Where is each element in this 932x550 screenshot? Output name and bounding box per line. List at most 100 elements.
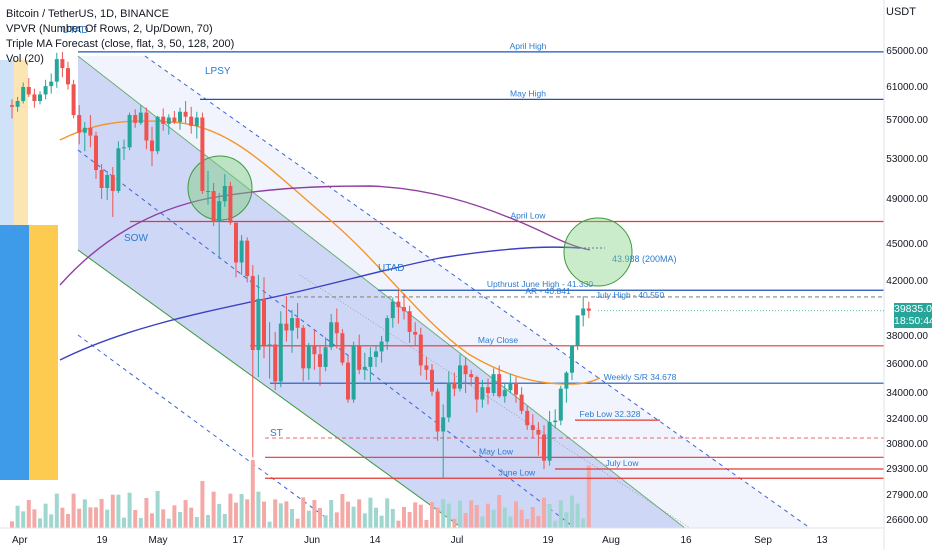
- price-tick-label: 42000.00: [886, 276, 928, 287]
- volume-bar: [486, 503, 490, 528]
- volume-bar: [502, 507, 507, 528]
- volume-bar: [178, 512, 182, 528]
- candle-body: [318, 354, 322, 367]
- candle-body: [155, 116, 160, 152]
- candle-body: [329, 322, 334, 348]
- volume-bar: [150, 513, 154, 528]
- candle-body: [525, 410, 530, 426]
- candle-body: [491, 374, 496, 393]
- candle-body: [379, 341, 384, 352]
- symbol-title[interactable]: Bitcoin / TetherUS, 1D, BINANCE: [6, 8, 170, 20]
- volume-bar: [122, 517, 126, 528]
- volume-bar: [200, 481, 205, 528]
- volume-bar: [262, 501, 266, 528]
- price-tick-label: 45000.00: [886, 239, 928, 250]
- price-tick-label: 57000.00: [886, 115, 928, 126]
- volume-bar: [99, 499, 104, 528]
- volume-bar: [340, 494, 345, 528]
- volume-bar: [110, 494, 115, 528]
- volume-bar: [542, 497, 546, 528]
- wyckoff-annotation: SOW: [124, 233, 148, 244]
- price-tick-label: 38000.00: [886, 331, 928, 342]
- volume-bar: [351, 506, 356, 528]
- candle-body: [514, 382, 518, 395]
- candle-body: [570, 345, 574, 373]
- volume-bar: [306, 510, 311, 528]
- level-label: April High: [510, 41, 547, 51]
- candle-body: [586, 308, 591, 311]
- date-tick-label: 19: [542, 535, 554, 546]
- candle-body: [273, 344, 278, 382]
- indicator-vpvr[interactable]: VPVR (Number Of Rows, 2, Up/Down, 70): [6, 23, 213, 35]
- volume-bar: [166, 518, 171, 528]
- volume-bar: [374, 507, 378, 528]
- volume-bar: [189, 507, 194, 528]
- candle-body: [290, 318, 294, 331]
- price-tick-label: 65000.00: [886, 46, 928, 57]
- date-tick-label: 14: [369, 535, 381, 546]
- indicator-volume[interactable]: Vol (20): [6, 53, 44, 65]
- candle-body: [530, 425, 535, 430]
- candle-body: [194, 117, 199, 126]
- indicator-triple-ma[interactable]: Triple MA Forecast (close, flat, 3, 50, …: [6, 38, 235, 50]
- candle-body: [10, 105, 14, 107]
- candle-body: [178, 111, 182, 122]
- currency-code: USDT: [886, 6, 916, 18]
- wyckoff-annotation: UTAD: [378, 263, 404, 274]
- volume-bar: [66, 514, 70, 528]
- candle-body: [357, 345, 362, 370]
- volume-bar: [530, 507, 535, 528]
- volume-bar: [379, 515, 384, 528]
- date-tick-label: 13: [816, 535, 828, 546]
- price-tick-label: 49000.00: [886, 194, 928, 205]
- date-tick-label: 17: [232, 535, 244, 546]
- candle-body: [110, 175, 115, 191]
- volume-bar: [138, 518, 143, 528]
- level-label: July Low: [605, 458, 639, 468]
- candle-body: [413, 331, 418, 335]
- date-tick-label: Jun: [304, 535, 320, 546]
- candle-body: [206, 191, 210, 192]
- candle-body: [553, 420, 558, 423]
- volume-bar: [245, 499, 250, 528]
- volume-bar: [82, 499, 87, 528]
- volume-bar: [564, 512, 569, 528]
- price-tick-label: 29300.00: [886, 464, 928, 475]
- candle-body: [564, 372, 569, 389]
- volume-bar: [452, 518, 457, 528]
- candle-body: [542, 434, 546, 461]
- ma200-line: [59, 246, 581, 361]
- volume-bar: [301, 497, 306, 528]
- volume-bar: [458, 500, 462, 528]
- candle-body: [239, 240, 244, 263]
- volume-bar: [88, 507, 93, 528]
- volume-bar: [519, 509, 524, 528]
- candle-body: [430, 369, 434, 392]
- wyckoff-annotation: ST: [270, 428, 283, 439]
- volume-bar: [127, 492, 132, 528]
- level-label: May Close: [478, 335, 518, 345]
- volume-bar: [239, 494, 244, 528]
- candle-body: [278, 323, 283, 382]
- volume-bar: [581, 518, 586, 528]
- volume-bar: [194, 517, 199, 528]
- ma50-line: [59, 120, 601, 385]
- candle-body: [441, 417, 446, 432]
- candle-body: [446, 382, 451, 418]
- highlight-circle: [563, 217, 633, 287]
- level-label: Feb Low 32.328: [580, 409, 641, 419]
- candle-body: [211, 191, 216, 222]
- ma200-label: 43.988 (200MA): [612, 254, 677, 264]
- volume-bar: [273, 499, 278, 528]
- level-label: May High: [510, 88, 546, 98]
- volume-bar: [60, 507, 65, 528]
- volume-bar: [357, 499, 362, 528]
- candle-body: [362, 366, 367, 370]
- volume-bar: [278, 503, 283, 528]
- date-tick-label: Apr: [12, 535, 28, 546]
- volume-bar: [49, 514, 54, 528]
- volume-bar: [155, 491, 160, 528]
- candle-body: [323, 347, 328, 367]
